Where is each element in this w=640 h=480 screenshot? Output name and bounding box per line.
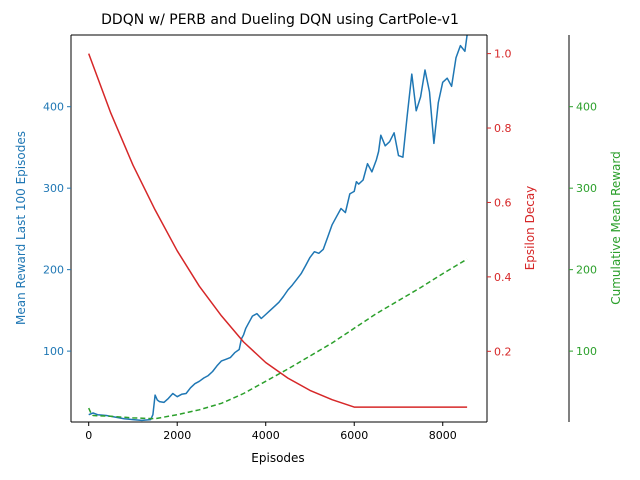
- plot-area: [87, 35, 468, 422]
- epsilon-y-tick-label: 0.6: [494, 196, 512, 209]
- left-y-axis-label: Mean Reward Last 100 Episodes: [14, 131, 28, 325]
- cumulative-y-tick-label: 200: [576, 264, 597, 277]
- epsilon-y-tick-label: 0.4: [494, 271, 512, 284]
- series-line-left: [88, 35, 468, 422]
- cumulative-y-tick-label: 300: [576, 182, 597, 195]
- left-y-tick-label: 200: [43, 264, 64, 277]
- x-tick-label: 0: [85, 429, 92, 442]
- right-y-axis-label-cumulative: Cumulative Mean Reward: [609, 151, 623, 305]
- left-y-tick-label: 400: [43, 101, 64, 114]
- chart-title: DDQN w/ PERB and Dueling DQN using CartP…: [101, 12, 459, 28]
- series-line-right2: [88, 258, 468, 420]
- epsilon-y-tick-label: 1.0: [494, 48, 512, 61]
- left-y-tick-label: 100: [43, 345, 64, 358]
- series-line-right1: [87, 53, 468, 408]
- cumulative-y-tick-label: 100: [576, 345, 597, 358]
- x-tick-label: 4000: [252, 429, 280, 442]
- right-y-axis-label-epsilon: Epsilon Decay: [523, 186, 537, 271]
- epsilon-y-tick-label: 0.2: [494, 345, 512, 358]
- x-tick-label: 6000: [340, 429, 368, 442]
- epsilon-y-tick-label: 0.8: [494, 122, 512, 135]
- x-tick-label: 2000: [163, 429, 191, 442]
- cumulative-y-tick-label: 400: [576, 101, 597, 114]
- x-tick-label: 8000: [429, 429, 457, 442]
- left-y-tick-label: 300: [43, 182, 64, 195]
- x-axis-label: Episodes: [251, 451, 304, 465]
